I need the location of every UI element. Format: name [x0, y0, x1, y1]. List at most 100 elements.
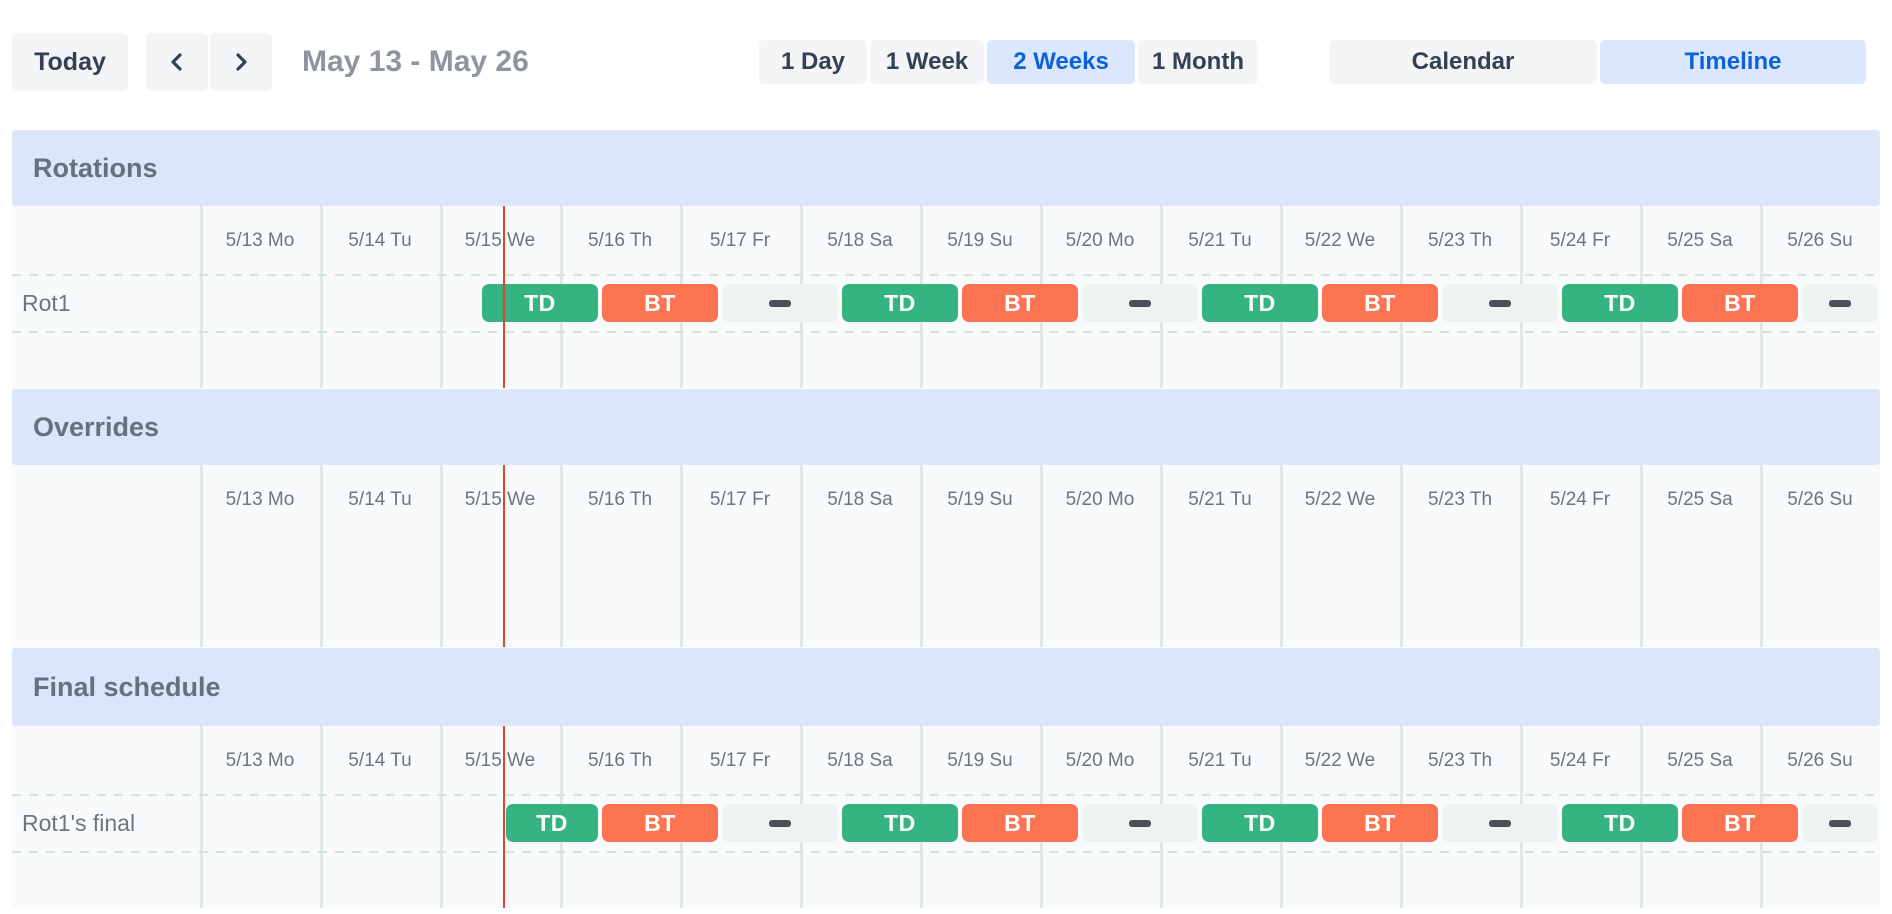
gap-block[interactable] [721, 284, 838, 322]
view-option-1-month[interactable]: 1 Month [1138, 40, 1258, 84]
gap-dash-icon [768, 819, 791, 827]
date-label: 5/23 Th [1427, 229, 1493, 251]
blocks-layer: TD BT TD BT TD BT TD BT [200, 275, 1880, 332]
date-label: 5/21 Tu [1188, 229, 1252, 251]
current-time-line [503, 726, 506, 908]
date-label: 5/24 Fr [1549, 229, 1611, 251]
date-label: 5/18 Sa [827, 749, 893, 771]
day-column [1520, 465, 1640, 647]
shift-block-bt[interactable]: BT [1681, 284, 1798, 322]
date-label: 5/14 Tu [348, 229, 412, 251]
day-column [1280, 465, 1400, 647]
gap-block[interactable] [721, 804, 838, 842]
date-label: 5/19 Su [947, 229, 1013, 251]
date-header-row: 5/13 Mo 5/14 Tu 5/15 We 5/16 Th 5/17 Fr 5/18 … [12, 206, 1880, 275]
next-button[interactable] [210, 33, 272, 91]
date-header-row: 5/13 Mo 5/14 Tu 5/15 We 5/16 Th 5/17 Fr 5/18 … [12, 726, 1880, 795]
section-rotations: Rotations 5/13 Mo 5/14 Tu 5/15 We 5/16 Th 5/1… [12, 130, 1880, 388]
day-column [920, 465, 1040, 647]
date-label: 5/13 Mo [225, 488, 295, 510]
shift-block-bt[interactable]: BT [601, 804, 718, 842]
day-column [200, 206, 320, 388]
gap-block[interactable] [1081, 284, 1198, 322]
section-grid: 5/13 Mo 5/14 Tu 5/15 We 5/16 Th 5/17 Fr 5/18 … [12, 465, 1880, 647]
date-label: 5/19 Su [947, 488, 1013, 510]
day-column [1760, 465, 1880, 647]
shift-block-bt[interactable]: BT [961, 804, 1078, 842]
shift-block-td[interactable]: TD [506, 804, 598, 842]
calendar-timeline-switcher: Calendar Timeline [1329, 40, 1866, 84]
section-final-schedule: Final schedule 5/13 Mo 5/14 Tu 5/15 We 5/16 … [12, 648, 1880, 908]
view-option-1-week[interactable]: 1 Week [870, 40, 984, 84]
schedule-row-rot1: Rot1 TD BT TD BT TD BT TD BT [12, 274, 1880, 333]
date-label: 5/20 Mo [1065, 488, 1135, 510]
shift-block-td[interactable]: TD [1561, 284, 1678, 322]
gap-block[interactable] [1081, 804, 1198, 842]
mode-option-timeline[interactable]: Timeline [1600, 40, 1866, 84]
shift-block-bt[interactable]: BT [1321, 804, 1438, 842]
date-label: 5/24 Fr [1549, 749, 1611, 771]
date-label: 5/25 Sa [1667, 749, 1733, 771]
shift-block-bt[interactable]: BT [1321, 284, 1438, 322]
day-column [320, 465, 440, 647]
gap-block[interactable] [1801, 804, 1878, 842]
day-column [1640, 465, 1760, 647]
gap-block[interactable] [1441, 804, 1558, 842]
date-label: 5/17 Fr [709, 749, 771, 771]
day-column [200, 465, 320, 647]
row-divider [12, 331, 1880, 333]
shift-block-td[interactable]: TD [1561, 804, 1678, 842]
section-grid: 5/13 Mo 5/14 Tu 5/15 We 5/16 Th 5/17 Fr 5/18 … [12, 726, 1880, 908]
date-label: 5/20 Mo [1065, 749, 1135, 771]
shift-block-td[interactable]: TD [1201, 284, 1318, 322]
gap-dash-icon [1828, 819, 1851, 827]
day-column [320, 726, 440, 908]
day-columns [12, 465, 1880, 647]
date-label: 5/22 We [1304, 229, 1376, 251]
section-header-rotations: Rotations [12, 130, 1880, 206]
shift-block-bt[interactable]: BT [961, 284, 1078, 322]
day-column [1040, 465, 1160, 647]
row-divider [12, 274, 1880, 276]
shift-block-td[interactable]: TD [841, 284, 958, 322]
prev-button[interactable] [146, 33, 208, 91]
shift-block-td[interactable]: TD [481, 284, 598, 322]
shift-block-bt[interactable]: BT [1681, 804, 1798, 842]
row-divider [12, 851, 1880, 853]
date-label: 5/16 Th [587, 749, 653, 771]
section-header-final-schedule: Final schedule [12, 648, 1880, 726]
date-label: 5/23 Th [1427, 749, 1493, 771]
view-option-2-weeks[interactable]: 2 Weeks [987, 40, 1135, 84]
date-label: 5/18 Sa [827, 229, 893, 251]
day-column [440, 465, 560, 647]
date-label: 5/25 Sa [1667, 488, 1733, 510]
schedule-row-rot1-s-final: Rot1's final TD BT TD BT TD BT TD BT [12, 794, 1880, 853]
gap-block[interactable] [1801, 284, 1878, 322]
row-label: Rot1's final [22, 810, 136, 836]
date-label: 5/14 Tu [348, 488, 412, 510]
date-label: 5/26 Su [1787, 749, 1853, 771]
chevron-left-icon [171, 53, 182, 71]
date-label: 5/26 Su [1787, 229, 1853, 251]
date-label: 5/16 Th [587, 229, 653, 251]
row-divider [12, 794, 1880, 796]
gap-block[interactable] [1441, 284, 1558, 322]
date-label: 5/26 Su [1787, 488, 1853, 510]
section-header-overrides: Overrides [12, 389, 1880, 465]
mode-option-calendar[interactable]: Calendar [1329, 40, 1597, 84]
date-label: 5/13 Mo [225, 749, 295, 771]
shift-block-td[interactable]: TD [841, 804, 958, 842]
today-button[interactable]: Today [12, 33, 128, 91]
date-label: 5/24 Fr [1549, 488, 1611, 510]
date-label: 5/20 Mo [1065, 229, 1135, 251]
view-option-1-day[interactable]: 1 Day [759, 40, 867, 84]
shift-block-td[interactable]: TD [1201, 804, 1318, 842]
gap-dash-icon [768, 299, 791, 307]
day-column [1400, 465, 1520, 647]
day-column [680, 465, 800, 647]
date-label: 5/18 Sa [827, 488, 893, 510]
date-label: 5/25 Sa [1667, 229, 1733, 251]
date-label: 5/17 Fr [709, 488, 771, 510]
date-label: 5/17 Fr [709, 229, 771, 251]
shift-block-bt[interactable]: BT [601, 284, 718, 322]
